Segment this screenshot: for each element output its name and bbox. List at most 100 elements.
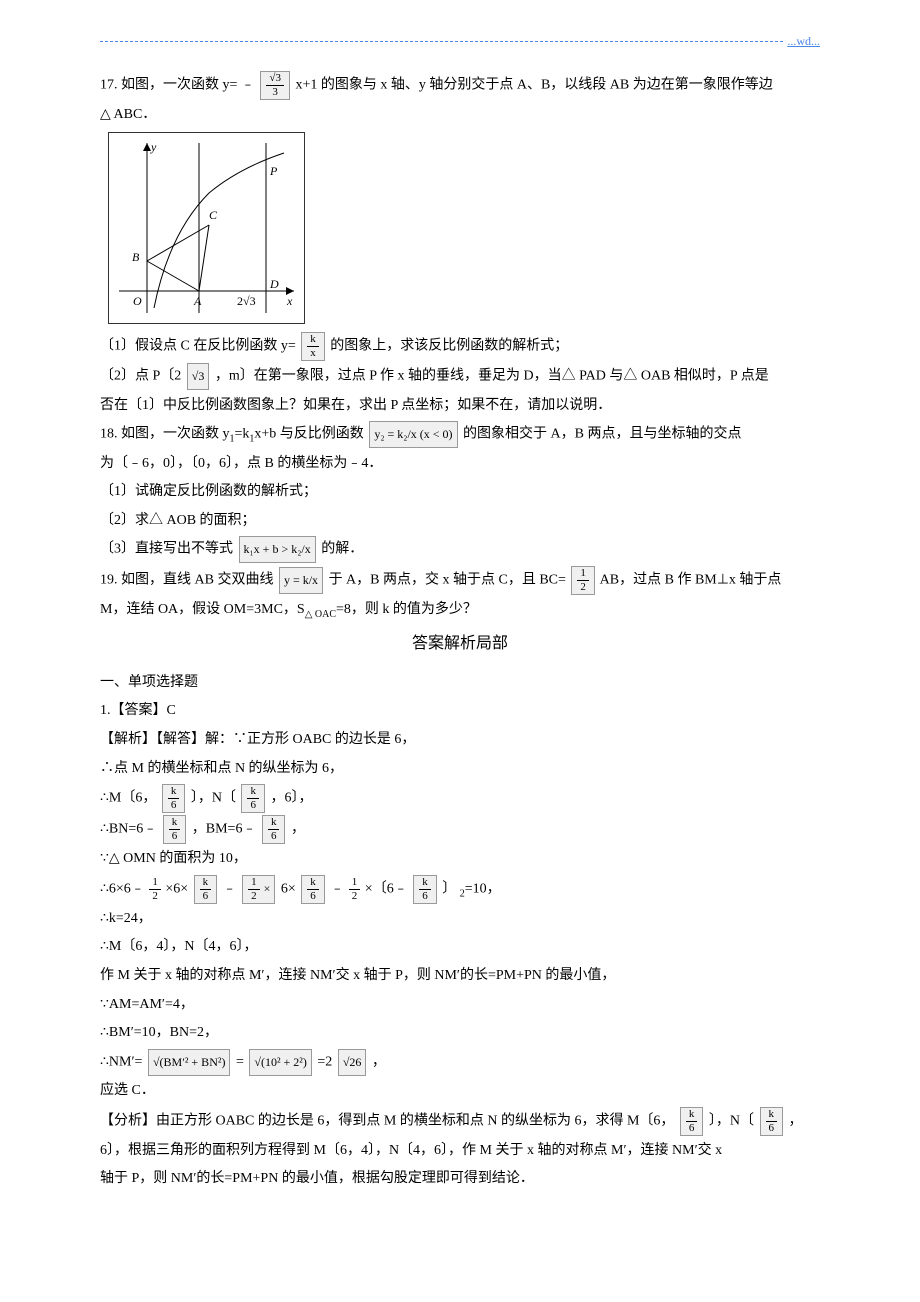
fig-label-P: P [269, 164, 278, 178]
a1-l4a: ∴BN=6﹣ [100, 822, 161, 837]
q18-p3-a: 〔3〕直接写出不等式 [100, 542, 237, 557]
a1-l6: ∴6×6﹣ 12 ×6× k6 ﹣ 12 × 6× k6 ﹣ 12 ×〔6﹣ k… [100, 875, 820, 904]
q19-d: M，连结 OA，假设 OM=3MC，S [100, 602, 305, 617]
a1-l7: ∴k=24， [100, 906, 820, 933]
q17-p2-sqrt: √3 [187, 363, 210, 390]
q19-frac: 12 [571, 566, 595, 595]
fig-label-y: y [150, 140, 157, 154]
q17-stem-line2: △ ABC． [100, 102, 820, 129]
a1-l13: 应选 C． [100, 1078, 820, 1105]
a1-l14: 【分析】由正方形 OABC 的边长是 6，得到点 M 的横坐标和点 N 的纵坐标… [100, 1107, 820, 1136]
dash-segment [100, 41, 783, 42]
q19-stem-line1: 19. 如图，直线 AB 交双曲线 y = k/x 于 A，B 两点，交 x 轴… [100, 566, 820, 595]
a1-l6c: ﹣ [223, 882, 241, 897]
q17-part2-line2: 否在〔1〕中反比例函数图象上？如果在，求出 P 点坐标；如果不在，请加以说明． [100, 393, 820, 420]
a1-l3b: 〕，N〔 [191, 791, 240, 806]
q18-stem-line2: 为〔﹣6，0〕，〔0，6〕，点 B 的横坐标为﹣4． [100, 451, 820, 478]
a1-l6-k2: k6 [301, 875, 325, 904]
q17-figure-svg: y x P C B O A D 2√3 [109, 133, 304, 323]
a1-l6i: =10， [465, 882, 501, 897]
q18-p2: 〔2〕求△ AOB 的面积； [100, 508, 820, 535]
a1-l14-f2: k6 [760, 1107, 784, 1136]
q19-box1: y = k/x [279, 567, 323, 594]
a1-l6-k3: k6 [413, 875, 437, 904]
a1-l12: ∴NM′= √(BM′² + BN²) = √(10² + 2²) =2 √26… [100, 1049, 820, 1076]
q17-text-2: x+1 的图象与 x 轴、y 轴分别交于点 A、B，以线段 AB 为边在第一象限… [295, 78, 772, 93]
a1-l12b: = [236, 1054, 247, 1069]
q17-part1: 〔1〕假设点 C 在反比例函数 y= kx 的图象上，求该反比例函数的解析式； [100, 332, 820, 361]
q18-p3-box: k₁x + b > k₂/x [239, 536, 316, 563]
a1-l12-root2: √(10² + 2²) [249, 1049, 312, 1076]
q17-p2-b: ，m〕在第一象限，过点 P 作 x 轴的垂线，垂足为 D，当△ PAD 与△ O… [215, 369, 769, 384]
a1-l4c: ， [291, 822, 305, 837]
a1-l14c: ， [789, 1113, 803, 1128]
a1-l12c: =2 [317, 1054, 335, 1069]
a1-l6a: ∴6×6﹣ [100, 882, 148, 897]
q17-part2-line1: 〔2〕点 P〔2 √3 ，m〕在第一象限，过点 P 作 x 轴的垂线，垂足为 D… [100, 363, 820, 390]
a1-l15: 6〕，根据三角形的面积列方程得到 M〔6，4〕，N〔4，6〕，作 M 关于 x … [100, 1138, 820, 1165]
a1-l14b: 〕，N〔 [709, 1113, 758, 1128]
a1-l6h: 〕 [442, 882, 460, 897]
a1-l3-frac2: k6 [241, 784, 265, 813]
a1-l6-half2-box: 12 × [242, 875, 275, 904]
a1-l4b: ，BM=6﹣ [192, 822, 260, 837]
a1-l12-root3: √26 [338, 1049, 367, 1076]
q18-d: 的图象相交于 A，B 两点，且与坐标轴的交点 [463, 427, 741, 442]
q17-frac-sqrt3-3: √33 [260, 71, 290, 100]
a1-l2: ∴点 M 的横坐标和点 N 的纵坐标为 6， [100, 756, 820, 783]
a1-l3c: ，6〕， [270, 791, 312, 806]
q19-stem-line2: M，连结 OA，假设 OM=3MC，S△ OAC=8，则 k 的值为多少？ [100, 597, 820, 624]
fig-label-xtick: 2√3 [237, 294, 256, 308]
q17-figure: y x P C B O A D 2√3 [108, 132, 305, 324]
wd-label: ...wd... [787, 30, 820, 53]
q19-a: 19. 如图，直线 AB 交双曲线 [100, 572, 277, 587]
a1-l12-root1: √(BM′² + BN²) [148, 1049, 231, 1076]
q17-p1-b: 的图象上，求该反比例函数的解析式； [330, 339, 568, 354]
q18-box-formula: y₂ = k₂/x (x < 0) [369, 421, 457, 448]
a1-l12d: ， [372, 1054, 386, 1069]
a1-title: 1.【答案】C [100, 698, 820, 725]
q18-b: =k [235, 427, 250, 442]
fig-label-x: x [286, 294, 293, 308]
q19-e: =8，则 k 的值为多少？ [336, 602, 477, 617]
section1-title: 一、单项选择题 [100, 670, 820, 697]
a1-l9: 作 M 关于 x 轴的对称点 M′，连接 NM′交 x 轴于 P，则 NM′的长… [100, 963, 820, 990]
a1-l3a: ∴M〔6， [100, 791, 156, 806]
a1-l16: 轴于 P，则 NM′的长=PM+PN 的最小值，根据勾股定理即可得到结论． [100, 1166, 820, 1193]
a1-l6f: ﹣ [330, 882, 348, 897]
q17-p2-a: 〔2〕点 P〔2 [100, 369, 185, 384]
q18-p1: 〔1〕试确定反比例函数的解析式； [100, 479, 820, 506]
a1-l6-k1: k6 [194, 875, 218, 904]
a1-l3: ∴M〔6， k6 〕，N〔 k6 ，6〕， [100, 784, 820, 813]
q18-c: x+b 与反比例函数 [254, 427, 367, 442]
a1-l5: ∵△ OMN 的面积为 10， [100, 846, 820, 873]
q18-p3: 〔3〕直接写出不等式 k₁x + b > k₂/x 的解． [100, 536, 820, 563]
fig-label-C: C [209, 208, 218, 222]
a1-l12a: ∴NM′= [100, 1054, 146, 1069]
a1-l6b: ×6× [165, 882, 191, 897]
a1-l14-f1: k6 [680, 1107, 704, 1136]
a1-l4: ∴BN=6﹣ k6 ，BM=6﹣ k6 ， [100, 815, 820, 844]
q18-p3-b: 的解． [321, 542, 363, 557]
fig-label-O: O [133, 294, 142, 308]
a1-l1: 【解析】【解答】解：∵正方形 OABC 的边长是 6， [100, 727, 820, 754]
a1-l4-frac1: k6 [163, 815, 187, 844]
a1-l6g: ×〔6﹣ [365, 882, 411, 897]
a1-l6e: 6× [281, 882, 299, 897]
fig-label-B: B [132, 250, 140, 264]
header-dashed-line: ...wd... [100, 30, 820, 53]
q18-a: 18. 如图，一次函数 y [100, 427, 230, 442]
a1-l6-half1: 12 [149, 877, 161, 902]
a1-l8: ∴M〔6，4〕，N〔4，6〕， [100, 934, 820, 961]
a1-l3-frac1: k6 [162, 784, 186, 813]
fig-label-A: A [193, 294, 202, 308]
answers-title: 答案解析局部 [100, 629, 820, 659]
a1-l4-frac2: k6 [262, 815, 286, 844]
q19-sub-oac: △ OAC [305, 608, 336, 619]
q17-p1-a: 〔1〕假设点 C 在反比例函数 y= [100, 339, 299, 354]
a1-l10: ∵AM=AM′=4， [100, 992, 820, 1019]
q19-b: 于 A，B 两点，交 x 轴于点 C，且 BC= [329, 572, 570, 587]
q17-text-1: 17. 如图，一次函数 y= ﹣ [100, 78, 258, 93]
q17-p1-frac: kx [301, 332, 325, 361]
q19-c: AB，过点 B 作 BM⊥x 轴于点 [600, 572, 782, 587]
